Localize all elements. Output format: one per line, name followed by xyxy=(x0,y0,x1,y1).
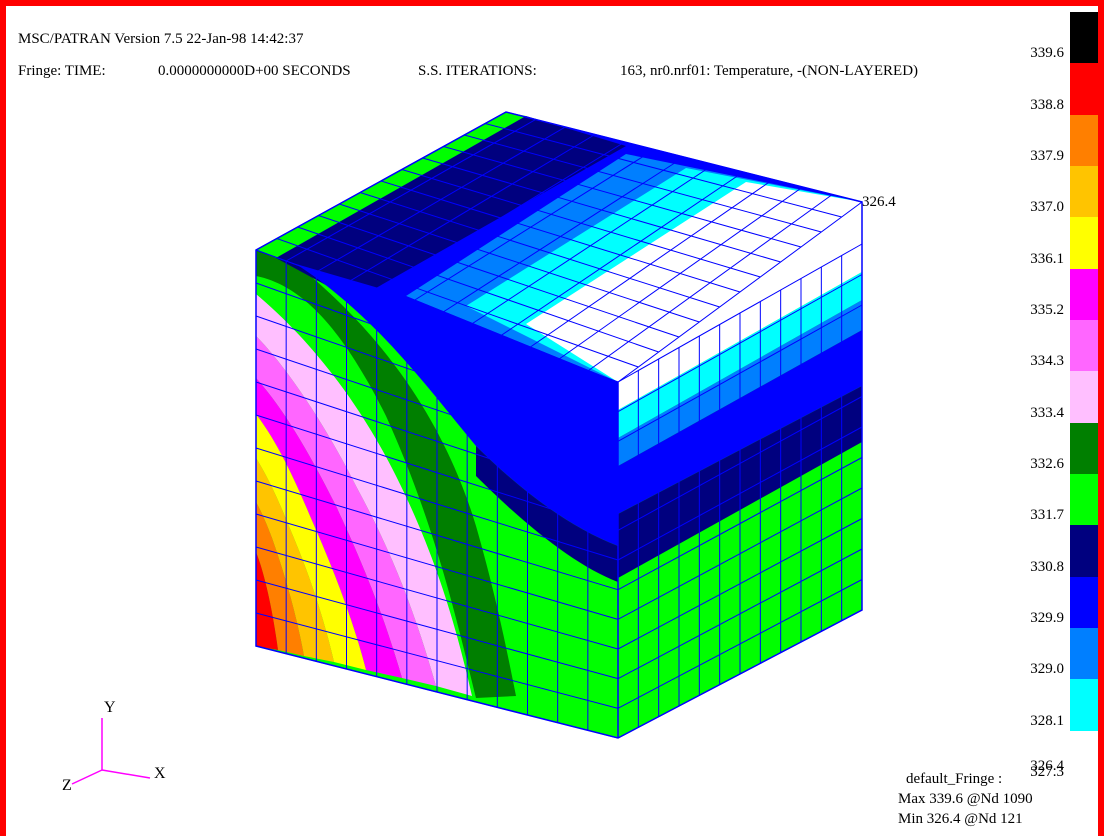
legend-swatch xyxy=(1070,474,1098,526)
cube-outline xyxy=(255,111,863,739)
graphics-viewport[interactable]: MSC/PATRAN Version 7.5 22-Jan-98 14:42:3… xyxy=(6,6,1098,836)
min-value-line: Min 326.4 @Nd 121 xyxy=(898,811,1023,827)
fringe-label: Fringe: TIME: xyxy=(18,63,106,79)
legend-label: 327.3 xyxy=(1030,764,1064,780)
legend-swatch xyxy=(1070,422,1098,474)
mesh-lines xyxy=(255,111,863,739)
mesh-line xyxy=(617,548,863,680)
legend-label: 330.8 xyxy=(1030,558,1064,575)
axis-y-label: Y xyxy=(104,699,116,716)
legend-swatch xyxy=(1070,628,1098,680)
legend-label-min: 326.4 xyxy=(1030,758,1064,774)
mesh-line xyxy=(464,134,822,233)
legend-swatch xyxy=(1070,320,1098,372)
legend-swatch xyxy=(1070,371,1098,423)
title-line: MSC/PATRAN Version 7.5 22-Jan-98 14:42:3… xyxy=(18,31,304,47)
legend-label: 334.3 xyxy=(1030,353,1064,370)
legend-label: 335.2 xyxy=(1030,302,1064,318)
mesh-line xyxy=(617,579,863,709)
cube-model[interactable]: Y X Z 326.4 xyxy=(6,6,1066,836)
mesh-line xyxy=(587,194,833,372)
mesh-line xyxy=(255,579,619,680)
legend-label: 331.7 xyxy=(1030,507,1064,524)
axis-z-label: Z xyxy=(62,777,72,794)
legend-label: 333.4 xyxy=(1030,404,1064,421)
legend-swatch xyxy=(1070,217,1098,269)
mesh-line xyxy=(255,612,619,709)
legend-label: 329.9 xyxy=(1030,610,1064,626)
legend-swatch xyxy=(1070,679,1098,731)
fringe-time: 0.0000000000D+00 SECONDS xyxy=(158,63,351,79)
legend-swatch xyxy=(1070,525,1098,577)
fringe-name: default_Fringe : xyxy=(906,771,1003,787)
mesh-line xyxy=(617,201,863,383)
fringe-result: 163, nr0.nrf01: Temperature, -(NON-LAYER… xyxy=(620,63,919,79)
legend-swatch xyxy=(1070,576,1098,628)
legend-swatch xyxy=(1070,63,1098,115)
axis-x-label: X xyxy=(154,765,166,782)
legend-swatch xyxy=(1070,166,1098,218)
fringe-iterations-label: S.S. ITERATIONS: xyxy=(418,63,537,79)
legend-label: 339.6 xyxy=(1030,45,1064,62)
legend-swatch xyxy=(1070,114,1098,166)
legend-label: 329.0 xyxy=(1030,661,1064,678)
mesh-line xyxy=(485,123,842,218)
axis-triad: Y X Z xyxy=(62,699,166,794)
legend-label: 337.0 xyxy=(1030,199,1064,216)
legend-swatch xyxy=(1070,730,1098,782)
legend-label: 337.9 xyxy=(1030,148,1064,164)
legend-label: 336.1 xyxy=(1030,250,1064,267)
legend-swatch xyxy=(1070,12,1098,64)
corner-value-label: 326.4 xyxy=(862,194,896,210)
max-value-line: Max 339.6 @Nd 1090 xyxy=(898,791,1033,807)
legend-label: 332.6 xyxy=(1030,456,1064,472)
fringe-legend: 339.6 338.8 337.9 337.0 336.1 335.2 334.3 333.4… xyxy=(1030,12,1098,782)
legend-label: 328.1 xyxy=(1030,712,1064,729)
legend-label: 338.8 xyxy=(1030,96,1064,113)
legend-swatch xyxy=(1070,268,1098,320)
